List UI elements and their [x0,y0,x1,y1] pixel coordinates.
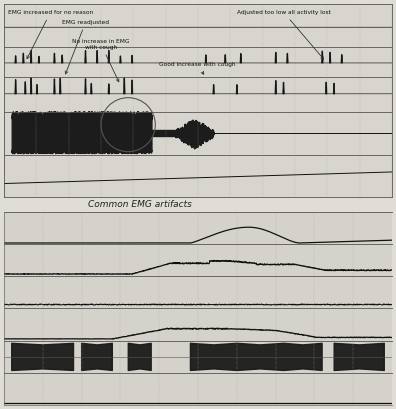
Text: EMG increased for no reason: EMG increased for no reason [8,10,93,58]
Text: EMG readjusted: EMG readjusted [62,20,109,74]
Text: No increase in EMG
with cough: No increase in EMG with cough [72,39,130,82]
Text: Adjusted too low all activity lost: Adjusted too low all activity lost [237,10,331,59]
Text: Common EMG artifacts: Common EMG artifacts [88,200,192,209]
Text: Good increase with cough: Good increase with cough [159,62,236,74]
